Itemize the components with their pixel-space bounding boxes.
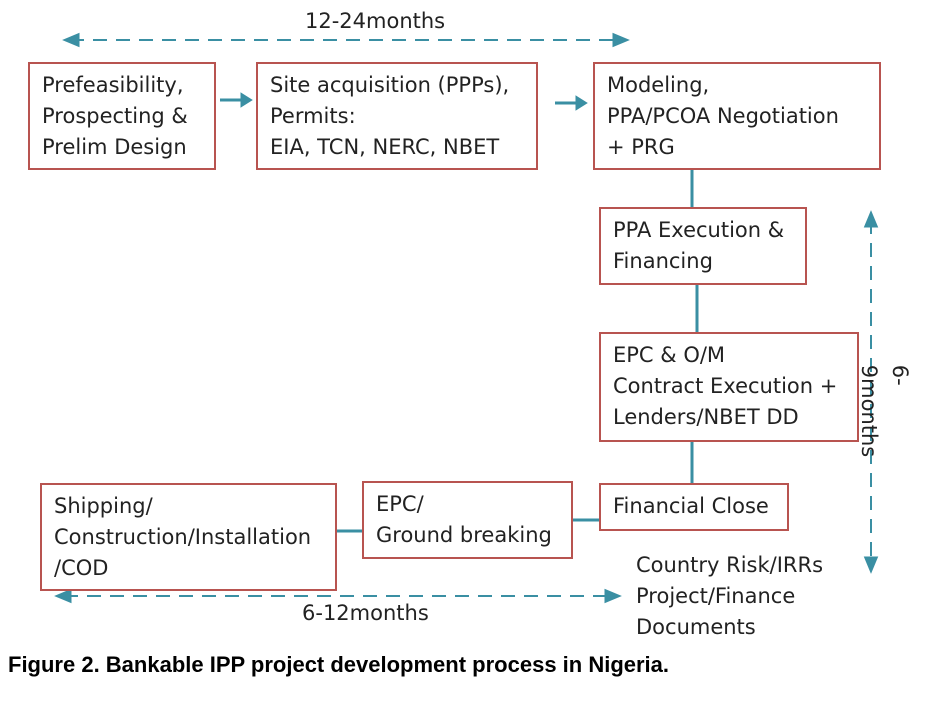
arrowhead	[240, 92, 253, 108]
arrowhead	[54, 588, 72, 604]
process-box: Site acquisition (PPPs), Permits: EIA, T…	[256, 62, 538, 170]
note: Country Risk/IRRs Project/Finance Docume…	[636, 553, 824, 639]
arrowhead	[62, 32, 80, 48]
arrowhead	[612, 32, 630, 48]
duration-label: 6-9months	[857, 364, 913, 458]
process-box: EPC & O/M Contract Execution + Lenders/N…	[599, 332, 859, 442]
process-box: Prefeasibility, Prospecting & Prelim Des…	[28, 62, 216, 170]
arrowhead	[863, 556, 879, 574]
process-box: Shipping/ Construction/Installation /COD	[40, 483, 337, 591]
caption: Figure 2. Bankable IPP project developme…	[8, 652, 670, 677]
process-box: Modeling, PPA/PCOA Negotiation + PRG	[593, 62, 881, 170]
process-box: EPC/ Ground breaking	[362, 481, 573, 559]
arrowhead	[575, 95, 588, 111]
arrowhead	[604, 588, 622, 604]
duration-label: 6-12months	[302, 601, 429, 625]
process-box: Financial Close	[599, 483, 789, 531]
arrowhead	[863, 210, 879, 228]
duration-label: 12-24months	[305, 9, 446, 33]
process-box: PPA Execution & Financing	[599, 207, 807, 285]
